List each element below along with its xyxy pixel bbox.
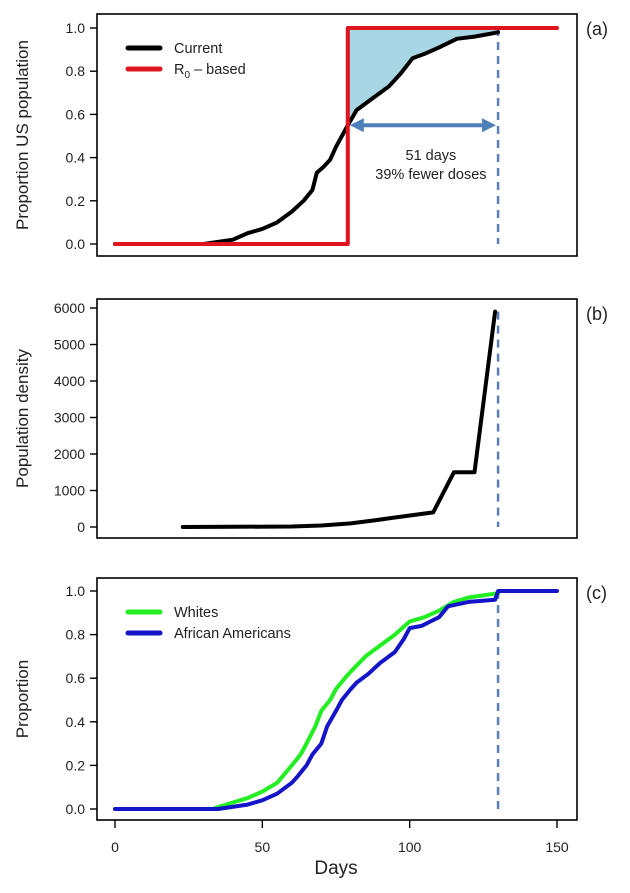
y-tick-label: 1000 (54, 483, 85, 499)
x-tick-label: 100 (398, 839, 422, 855)
x-tick-label: 150 (545, 839, 569, 855)
y-tick-label: 6000 (54, 300, 85, 316)
panel-label: (b) (586, 304, 608, 324)
panel-a: 51 days 39% fewer doses 0.0 0.2 0.4 0.6 0.8 1.0… (13, 13, 608, 257)
panel-b: 0 1000 2000 3000 4000 5000 6000 Population dens… (13, 298, 608, 539)
y-tick-label: 0.8 (66, 63, 86, 79)
annotation-text: 51 days (406, 148, 457, 164)
y-tick-label: 0.2 (66, 757, 86, 773)
series-line-african-americans (113, 589, 559, 811)
y-tick-label: 4000 (54, 373, 85, 389)
series-line-current (113, 30, 501, 246)
y-tick-label: 5000 (54, 337, 85, 353)
legend-label: African Americans (174, 626, 291, 642)
y-tick-label: 0.0 (66, 236, 86, 252)
legend: Whites African Americans (125, 605, 291, 642)
panel-label: (a) (586, 19, 608, 39)
panel-label: (c) (586, 583, 607, 603)
legend-label: Whites (174, 605, 218, 621)
y-tick-label: 0.2 (66, 193, 86, 209)
y-tick-label: 0.4 (66, 714, 86, 730)
y-tick-label: 0.8 (66, 627, 86, 643)
series-line-whites (113, 591, 501, 811)
y-tick-label: 0.6 (66, 106, 86, 122)
plot-frame (96, 298, 578, 539)
y-tick-label: 0 (77, 519, 85, 535)
panel-c: 0.0 0.2 0.4 0.6 0.8 1.0 Proportion (c) 0 50 100 150… (13, 577, 607, 879)
legend: Current R0 – based (125, 41, 246, 81)
arrow-head-right (482, 118, 497, 133)
x-axis-label: Days (314, 858, 357, 879)
y-tick-label: 1.0 (66, 20, 86, 36)
series-line-r0-based (113, 26, 559, 246)
series-line-0 (180, 309, 498, 529)
x-tick-label: 0 (111, 839, 119, 855)
plot-frame (96, 13, 578, 257)
annotation-text: 39% fewer doses (375, 167, 486, 183)
y-axis-label: Proportion US population (13, 40, 32, 230)
y-tick-label: 3000 (54, 410, 85, 426)
y-axis-label: Population density (13, 349, 32, 488)
y-tick-label: 2000 (54, 446, 85, 462)
y-axis-label: Proportion (13, 660, 32, 738)
legend-label: R0 – based (174, 62, 246, 81)
shaded-area (347, 28, 499, 126)
x-tick-label: 50 (255, 839, 271, 855)
arrow-head-left (349, 118, 364, 133)
plot-frame (96, 577, 578, 821)
y-tick-label: 0.4 (66, 150, 86, 166)
y-tick-label: 0.6 (66, 670, 86, 686)
y-tick-label: 0.0 (66, 801, 86, 817)
legend-label: Current (174, 41, 222, 57)
y-tick-label: 1.0 (66, 583, 86, 599)
